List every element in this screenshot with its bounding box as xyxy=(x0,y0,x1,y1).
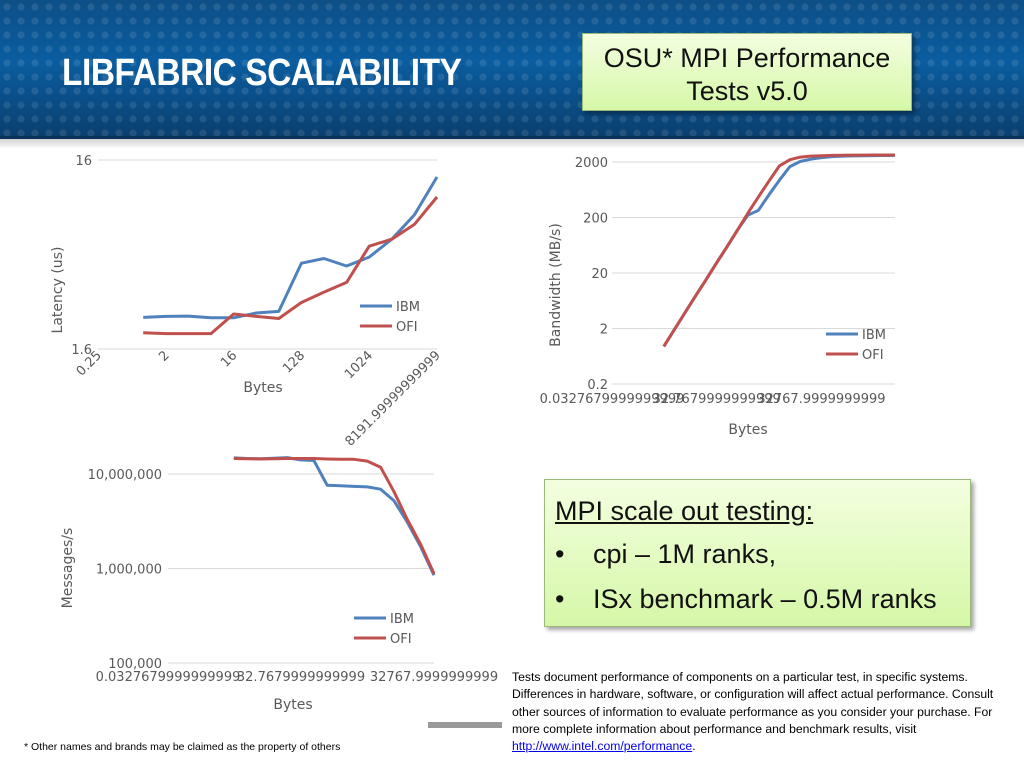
latency-chart: 161.60.25 2 16 128 10248191.99999999999Bytes… xyxy=(50,154,444,449)
y-tick-label: 200 xyxy=(583,212,608,227)
legend-label-ibm: IBM xyxy=(390,612,414,627)
x-axis-label: Bytes xyxy=(243,380,282,396)
bullet-text: cpi – 1M ranks, xyxy=(593,539,777,569)
y-tick-label: 0.2 xyxy=(587,378,608,393)
x-tick-label: 32767.9999999999 xyxy=(370,670,498,685)
y-tick-label: 16 xyxy=(75,154,92,169)
bullet-cpi: • cpi – 1M ranks, xyxy=(555,539,960,570)
y-tick-label: 100,000 xyxy=(108,657,162,672)
legend-label-ofi: OFI xyxy=(396,320,418,335)
mpi-heading: MPI scale out testing: xyxy=(555,496,814,526)
x-tick-label: 32.7679999999999 xyxy=(653,392,781,407)
series-line-ofi xyxy=(662,153,895,348)
x-tick-label: 1024 xyxy=(342,348,376,382)
bullet-dot-icon: • xyxy=(555,584,565,614)
bullet-isx: • ISx benchmark – 0.5M ranks xyxy=(555,584,960,615)
x-tick-label: 32.7679999999999 xyxy=(237,670,365,685)
x-axis-label: Bytes xyxy=(728,422,767,438)
series-line-ofi xyxy=(143,196,439,336)
x-tick-label: 0.0327679999999999 xyxy=(96,670,241,685)
slide-title: LIBFABRIC SCALABILITY xyxy=(62,52,462,94)
y-tick-label: 2000 xyxy=(575,156,608,171)
series-line-ibm xyxy=(233,456,436,576)
y-tick-label: 10,000,000 xyxy=(88,468,162,483)
x-tick-label: 32767.9999999999 xyxy=(757,392,885,407)
mpi-scale-callout: MPI scale out testing: • cpi – 1M ranks, … xyxy=(544,479,971,627)
legend-label-ofi: OFI xyxy=(390,632,412,647)
y-tick-label: 1.6 xyxy=(71,343,92,358)
y-axis-label: Bandwidth (MB/s) xyxy=(548,223,564,347)
legend-label-ibm: IBM xyxy=(862,328,886,343)
bullet-dot-icon: • xyxy=(555,539,565,569)
y-tick-label: 1,000,000 xyxy=(96,563,162,578)
disclaimer-end: . xyxy=(692,739,696,754)
series-line-ibm xyxy=(143,176,439,320)
messages-chart: 10,000,000 1,000,000 100,0000.032767999999… xyxy=(60,456,498,713)
header-shadow xyxy=(0,139,1024,149)
performance-link[interactable]: http://www.intel.com/performance xyxy=(512,739,693,754)
bandwidth-chart: 2000 200 20 2 0.20.032767999999999932.767999… xyxy=(540,153,896,438)
x-tick-label: 16 xyxy=(218,348,240,370)
x-tick-label: 2 xyxy=(156,348,172,364)
y-axis-label: Messages/s xyxy=(60,528,76,609)
trademark-footnote: * Other names and brands may be claimed … xyxy=(24,741,341,753)
x-tick-label: 0.0327679999999999 xyxy=(540,392,685,407)
y-tick-label: 20 xyxy=(591,267,608,282)
legend-label-ibm: IBM xyxy=(396,300,420,315)
x-tick-label: 128 xyxy=(280,348,308,376)
y-tick-label: 2 xyxy=(600,323,608,338)
divider-bar xyxy=(428,722,502,728)
bullet-text: ISx benchmark – 0.5M ranks xyxy=(593,584,937,614)
series-line-ofi xyxy=(233,457,436,575)
osu-callout: OSU* MPI Performance Tests v5.0 xyxy=(582,33,912,111)
x-axis-label: Bytes xyxy=(273,697,312,713)
performance-disclaimer: Tests document performance of components… xyxy=(512,669,1012,755)
disclaimer-text: Tests document performance of components… xyxy=(512,670,994,736)
series-line-ibm xyxy=(662,153,896,348)
legend-label-ofi: OFI xyxy=(862,348,884,363)
y-axis-label: Latency (us) xyxy=(50,247,66,334)
